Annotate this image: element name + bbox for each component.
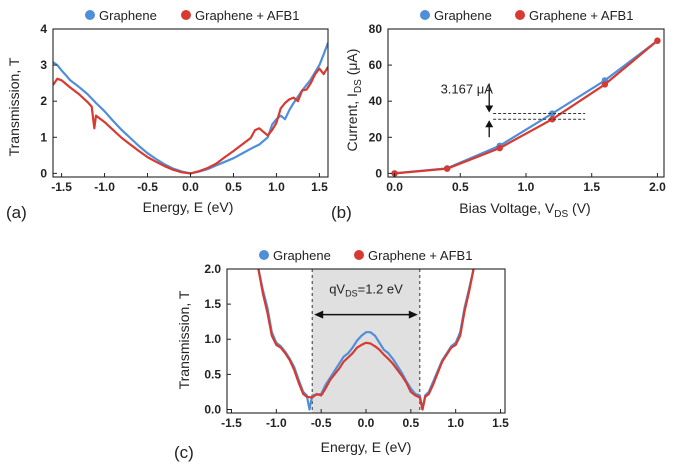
- legend-graphene-marker: [259, 250, 269, 260]
- data-point-graphene-afb1: [549, 116, 556, 123]
- panel-a-label: (a): [6, 203, 27, 222]
- data-point-graphene-afb1: [654, 37, 661, 44]
- x-tick-label: -1.5: [51, 180, 72, 194]
- bias-window-arrow-right-head: [408, 310, 418, 319]
- panel-c-plot: -1.5 -1.0 -0.5 0.0 0.5 1.0 1.5 0.0 0.5 1.0 1.5 2.0 q…: [204, 262, 509, 430]
- panel-b: Graphene Graphene + AFB1 0.0 0.5 1.0 1.5 2.0…: [331, 8, 666, 222]
- x-tick-label: 1.5: [492, 416, 509, 430]
- panel-c-label: (c): [174, 443, 194, 462]
- plot-frame: [52, 28, 329, 178]
- series-group: [53, 42, 328, 175]
- panel-b-xlabel: Bias Voltage, VDS (V): [459, 200, 590, 220]
- x-tick-label: 0.5: [225, 180, 242, 194]
- legend-afb1-marker: [515, 10, 525, 20]
- series-line-graphene: [394, 39, 659, 175]
- y-tick-label: 0.5: [204, 367, 221, 381]
- legend-afb1-label: Graphene + AFB1: [368, 248, 472, 263]
- y-tick-label: 0.0: [204, 402, 221, 416]
- bias-window-arrow-left-head: [314, 310, 324, 319]
- panel-b-label: (b): [331, 203, 352, 222]
- panel-c: Graphene Graphene + AFB1 -1.5 -1.0 -0.5 0.0…: [174, 248, 509, 462]
- data-point-graphene-afb1: [496, 144, 503, 152]
- y-tick-label: 60: [369, 58, 383, 72]
- panel-a-ylabel: Transmission, T: [6, 57, 22, 156]
- x-tick-label: 2.0: [649, 180, 666, 194]
- panel-a-xlabel: Energy, E (eV): [143, 199, 234, 215]
- legend-afb1-label: Graphene + AFB1: [529, 8, 633, 23]
- x-tick-label: 0.0: [182, 180, 199, 194]
- legend-graphene-label: Graphene: [434, 8, 492, 23]
- bias-window-shade: [312, 269, 420, 413]
- x-tick-label: 0.5: [452, 180, 469, 194]
- panel-c-legend: Graphene Graphene + AFB1: [259, 248, 472, 263]
- y-tick-label: 0: [40, 166, 47, 180]
- x-tick-label: 1.5: [583, 180, 600, 194]
- y-tick-label: 4: [40, 22, 47, 36]
- y-tick-label: 2.0: [204, 262, 221, 276]
- x-tick-label: 1.5: [311, 180, 328, 194]
- series-line-graphene-afb1: [394, 39, 659, 175]
- legend-afb1-marker: [354, 250, 364, 260]
- x-tick-label: 1.0: [268, 180, 285, 194]
- data-point-graphene-afb1: [443, 165, 451, 172]
- panel-b-legend: Graphene Graphene + AFB1: [420, 8, 633, 23]
- panel-b-ylabel: Current, IDS (μA): [344, 49, 364, 152]
- panel-b-plot: 0.0 0.5 1.0 1.5 2.0 0 20 40 60 80 3.167 μA: [369, 22, 666, 194]
- panel-c-xlabel: Energy, E (eV): [321, 439, 412, 455]
- y-tick-label: 1.0: [204, 332, 221, 346]
- legend-afb1-label: Graphene + AFB1: [195, 8, 299, 23]
- legend-graphene-label: Graphene: [273, 248, 331, 263]
- x-tick-label: -0.5: [311, 416, 332, 430]
- data-point-graphene: [549, 110, 556, 117]
- y-tick-label: 1: [40, 130, 47, 144]
- legend-graphene-label: Graphene: [99, 8, 157, 23]
- x-tick-label: 0.0: [386, 180, 403, 194]
- series-line-graphene-afb1: [257, 269, 475, 411]
- y-tick-label: 40: [369, 94, 383, 108]
- y-tick-label: 2: [40, 94, 47, 108]
- x-tick-label: 0.0: [358, 416, 375, 430]
- x-tick-label: -1.0: [94, 180, 115, 194]
- x-tick-label: 1.0: [447, 416, 464, 430]
- legend-graphene-marker: [420, 10, 430, 20]
- series-group: [257, 269, 475, 411]
- current-difference-label: 3.167 μA: [441, 82, 494, 97]
- x-tick-label: 0.5: [402, 416, 419, 430]
- y-tick-label: 3: [40, 58, 47, 72]
- legend-graphene-marker: [85, 10, 95, 20]
- series-line-graphene-afb1: [53, 66, 328, 175]
- panel-a-legend: Graphene Graphene + AFB1: [85, 8, 299, 23]
- y-tick-label: 20: [369, 130, 383, 144]
- x-tick-label: 1.0: [518, 180, 535, 194]
- down-arrow-head: [485, 105, 494, 113]
- panel-a: Graphene Graphene + AFB1 -1.5 -1.0 -0.5 0.0…: [6, 8, 329, 222]
- x-tick-label: -1.5: [221, 416, 242, 430]
- y-tick-label: 1.5: [204, 297, 221, 311]
- data-point-graphene-afb1: [601, 81, 609, 88]
- legend-afb1-marker: [181, 10, 191, 20]
- series-line-graphene: [53, 42, 328, 175]
- x-tick-label: -0.5: [137, 180, 158, 194]
- plot-frame: [387, 28, 665, 178]
- y-tick-label: 0: [375, 166, 382, 180]
- y-tick-label: 80: [369, 22, 383, 36]
- up-arrow-head: [485, 120, 494, 128]
- series-group: [391, 37, 661, 177]
- panel-a-plot: -1.5 -1.0 -0.5 0.0 0.5 1.0 1.5 0 1 2 3 4: [40, 22, 329, 194]
- bias-window-label: qVDS=1.2 eV: [329, 282, 403, 299]
- x-tick-label: -1.0: [266, 416, 287, 430]
- panel-c-ylabel: Transmission, T: [176, 290, 192, 389]
